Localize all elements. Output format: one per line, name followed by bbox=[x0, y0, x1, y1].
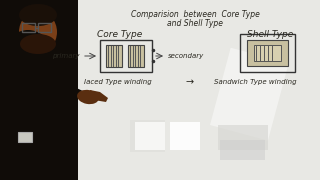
Polygon shape bbox=[87, 90, 108, 102]
Bar bbox=[76, 0, 77, 180]
Bar bbox=[130, 120, 165, 152]
Bar bbox=[128, 45, 144, 67]
Bar bbox=[18, 132, 32, 142]
Text: secondary: secondary bbox=[168, 53, 204, 59]
Bar bbox=[106, 45, 122, 67]
Text: Core Type: Core Type bbox=[97, 30, 143, 39]
Bar bbox=[72, 0, 73, 180]
Text: Iaced Type winding: Iaced Type winding bbox=[84, 79, 152, 85]
Ellipse shape bbox=[19, 4, 57, 26]
Bar bbox=[38, 23, 51, 32]
Bar bbox=[168, 120, 203, 152]
Ellipse shape bbox=[77, 90, 99, 104]
Bar bbox=[100, 40, 152, 72]
Text: primary: primary bbox=[52, 53, 80, 59]
Bar bbox=[210, 48, 289, 141]
Bar bbox=[240, 34, 295, 72]
Bar bbox=[170, 122, 200, 150]
Bar bbox=[218, 125, 268, 150]
Ellipse shape bbox=[0, 30, 68, 170]
Text: →: → bbox=[186, 77, 194, 87]
Bar bbox=[69, 0, 70, 180]
Bar bbox=[73, 0, 74, 180]
Bar bbox=[66, 0, 67, 180]
Polygon shape bbox=[5, 75, 85, 102]
Text: and Shell Type: and Shell Type bbox=[167, 19, 223, 28]
Bar bbox=[71, 0, 72, 180]
Text: Shell Type: Shell Type bbox=[247, 30, 293, 39]
Bar bbox=[0, 0, 78, 180]
Bar bbox=[22, 23, 35, 32]
Bar bbox=[77, 0, 78, 180]
Bar bbox=[135, 122, 165, 150]
Bar bbox=[67, 0, 68, 180]
Bar bbox=[74, 0, 75, 180]
Text: Comparision  between  Core Type: Comparision between Core Type bbox=[131, 10, 260, 19]
Bar bbox=[75, 0, 76, 180]
Bar bbox=[68, 0, 320, 180]
Bar bbox=[64, 0, 65, 180]
Bar bbox=[68, 0, 69, 180]
Ellipse shape bbox=[19, 11, 57, 53]
Bar bbox=[70, 0, 71, 180]
Bar bbox=[65, 0, 66, 180]
Text: Sandwich Type winding: Sandwich Type winding bbox=[214, 79, 296, 85]
Bar bbox=[247, 40, 288, 66]
Bar bbox=[63, 0, 64, 180]
Bar bbox=[254, 45, 281, 61]
Ellipse shape bbox=[20, 34, 56, 54]
Bar bbox=[220, 140, 265, 160]
